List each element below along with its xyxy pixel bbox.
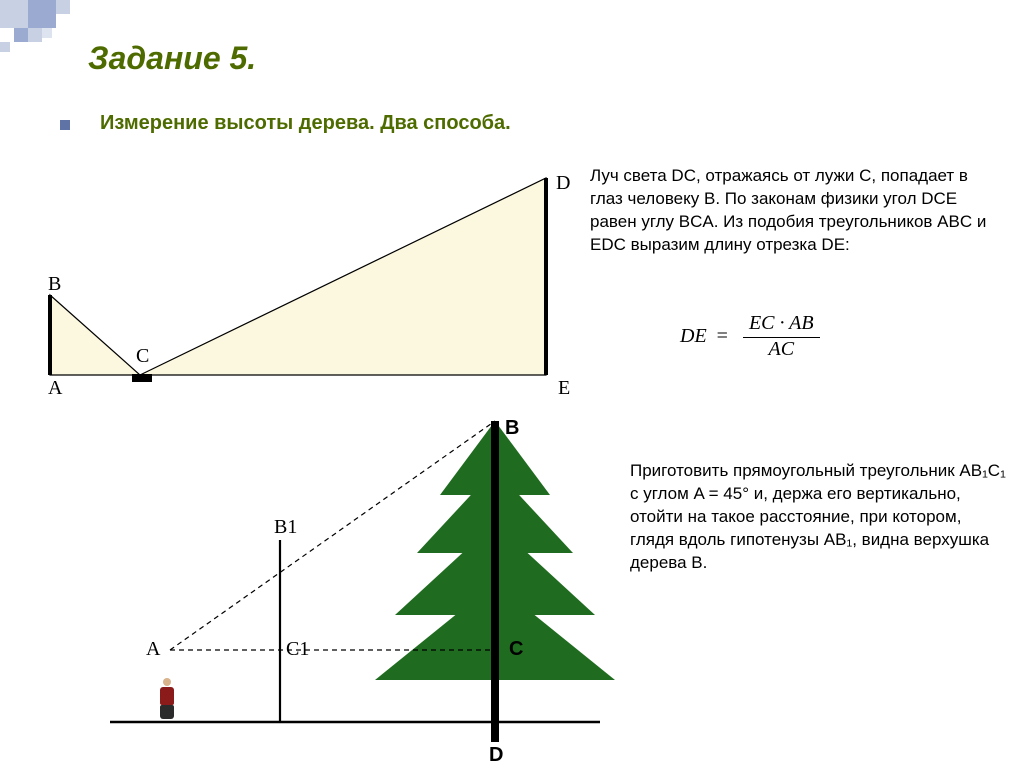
formula-lhs: DE	[680, 325, 707, 347]
method2-diagram	[100, 415, 640, 760]
point-label-C1: C1	[286, 638, 309, 661]
point-label-E: E	[558, 377, 570, 400]
bullet-icon	[60, 120, 70, 130]
method1-formula: DE = EC · AB AC	[680, 312, 820, 361]
page-root: Задание 5. Измерение высоты дерева. Два …	[0, 0, 1024, 768]
point-label-C: C	[509, 638, 523, 661]
point-label-B1: B1	[274, 516, 297, 539]
point-label-B: B	[505, 417, 519, 440]
point-label-A: A	[48, 377, 62, 400]
point-label-D: D	[556, 172, 570, 195]
point-label-B: B	[48, 273, 61, 296]
point-label-D: D	[489, 744, 503, 767]
person-icon	[156, 678, 178, 722]
subtitle-text: Измерение высоты дерева. Два способа.	[100, 112, 511, 135]
method1-paragraph: Луч света DC, отражаясь от лужи C, попад…	[590, 165, 990, 257]
method1-diagram	[20, 170, 580, 405]
method2-paragraph: Приготовить прямоугольный треугольник AB…	[630, 460, 1010, 575]
formula-numerator: EC · AB	[743, 312, 820, 338]
page-title: Задание 5.	[88, 40, 256, 77]
formula-denominator: AC	[762, 338, 800, 361]
point-label-C: C	[136, 345, 149, 368]
point-label-A: A	[146, 638, 160, 661]
